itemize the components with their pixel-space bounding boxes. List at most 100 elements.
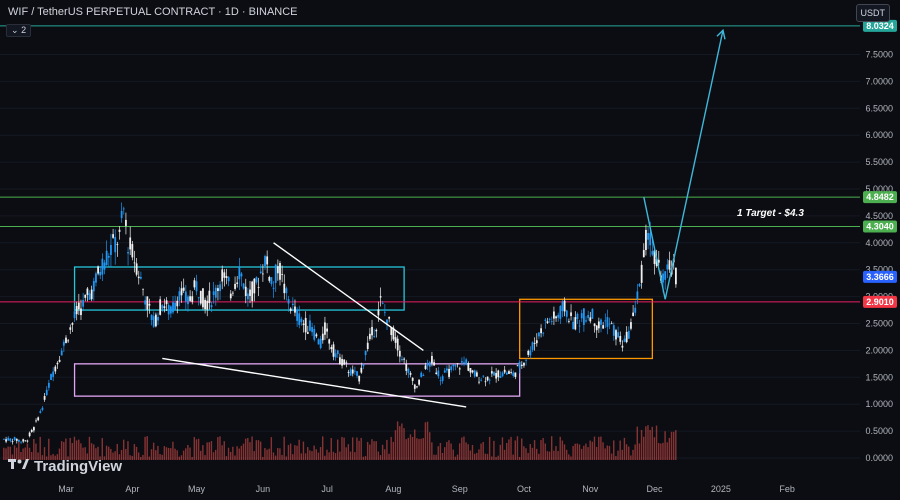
x-tick-label: Nov bbox=[582, 484, 599, 494]
candle bbox=[227, 277, 230, 282]
volume-bar bbox=[630, 455, 632, 460]
volume-bar bbox=[580, 448, 583, 460]
wedge-lower-line[interactable] bbox=[162, 357, 467, 408]
volume-bar bbox=[649, 429, 651, 460]
candle bbox=[600, 319, 602, 325]
volume-bar bbox=[672, 431, 675, 460]
candle bbox=[251, 281, 254, 302]
grid bbox=[0, 54, 860, 459]
orange-box[interactable] bbox=[519, 298, 654, 360]
candle bbox=[418, 379, 420, 385]
volume-bar bbox=[48, 438, 50, 460]
candle bbox=[86, 288, 89, 295]
candle bbox=[606, 317, 609, 328]
candle bbox=[550, 321, 553, 323]
currency-button[interactable]: USDT bbox=[855, 4, 890, 22]
volume-bar bbox=[238, 448, 240, 460]
volume-bar bbox=[396, 421, 399, 460]
candle bbox=[339, 357, 341, 365]
volume-bar bbox=[452, 449, 454, 460]
volume-bar bbox=[163, 446, 166, 460]
candle bbox=[279, 263, 281, 280]
volume-bar bbox=[95, 448, 97, 460]
candle bbox=[99, 271, 102, 276]
volume-bar bbox=[418, 438, 420, 460]
candle bbox=[129, 237, 132, 250]
volume-bar bbox=[557, 451, 559, 460]
candle bbox=[176, 300, 179, 307]
candle bbox=[501, 372, 504, 377]
candle bbox=[283, 283, 286, 294]
volume-bar bbox=[326, 449, 328, 460]
volume-bar bbox=[253, 451, 255, 460]
volume-bar bbox=[542, 437, 544, 460]
volume-bar bbox=[108, 446, 110, 460]
volume-bar bbox=[311, 451, 313, 460]
volume-bar bbox=[486, 453, 489, 460]
volume-bar bbox=[185, 448, 187, 460]
candle bbox=[161, 305, 164, 309]
y-tick-label: 6.0000 bbox=[865, 130, 893, 140]
candle bbox=[163, 306, 166, 309]
violet-box[interactable] bbox=[73, 363, 521, 397]
candle bbox=[653, 250, 656, 264]
volume-bar bbox=[548, 451, 551, 460]
candle bbox=[65, 337, 67, 343]
candle bbox=[565, 310, 568, 317]
candle bbox=[326, 328, 328, 332]
volume-bar bbox=[638, 443, 641, 460]
candle bbox=[358, 375, 361, 382]
candle bbox=[75, 306, 78, 315]
candle bbox=[435, 372, 438, 375]
volume-bar bbox=[63, 441, 65, 460]
volume-bar bbox=[426, 421, 429, 460]
wedge-upper-line[interactable] bbox=[273, 242, 424, 351]
candle bbox=[24, 440, 27, 442]
candle bbox=[289, 308, 292, 312]
candle bbox=[225, 276, 228, 278]
candle bbox=[627, 330, 630, 339]
volume-bar bbox=[525, 448, 527, 460]
candle bbox=[187, 296, 189, 305]
candle bbox=[580, 313, 583, 319]
candle bbox=[174, 302, 177, 310]
candle bbox=[22, 439, 25, 442]
volume-bar bbox=[15, 447, 18, 460]
projection-drop-line[interactable] bbox=[643, 196, 666, 300]
volume-bar bbox=[336, 439, 339, 460]
candle bbox=[281, 274, 284, 275]
candle bbox=[467, 363, 470, 371]
volume-bar bbox=[478, 449, 480, 460]
candle bbox=[443, 370, 446, 373]
projection-up-line[interactable] bbox=[664, 30, 724, 300]
volume-bar bbox=[501, 437, 504, 460]
candle bbox=[41, 407, 44, 410]
candle bbox=[610, 323, 613, 325]
volume-bar bbox=[43, 447, 46, 460]
volume-bar bbox=[448, 440, 450, 460]
volume-bar bbox=[270, 437, 273, 460]
candle bbox=[351, 369, 354, 374]
candle bbox=[356, 371, 358, 376]
candle bbox=[150, 314, 153, 321]
candle bbox=[591, 308, 594, 319]
price-badge-label: 3.3666 bbox=[866, 272, 894, 282]
candle bbox=[381, 302, 384, 304]
volume-bar bbox=[628, 446, 630, 460]
price-badge bbox=[863, 191, 897, 204]
volume-bar bbox=[307, 447, 309, 460]
candle bbox=[666, 264, 669, 270]
indicator-toggle[interactable]: ⌄ 2 bbox=[6, 24, 32, 37]
candle bbox=[510, 372, 513, 373]
volume-bar bbox=[576, 443, 579, 460]
tradingview-logo[interactable]: TradingView bbox=[8, 457, 122, 476]
volume-bar bbox=[161, 454, 163, 460]
volume-bar bbox=[657, 443, 660, 460]
candle bbox=[43, 396, 46, 400]
volume-bar bbox=[356, 437, 358, 460]
volume-bar bbox=[379, 455, 382, 460]
candle bbox=[394, 337, 397, 343]
volume-bar bbox=[456, 454, 459, 460]
candle bbox=[315, 334, 318, 337]
